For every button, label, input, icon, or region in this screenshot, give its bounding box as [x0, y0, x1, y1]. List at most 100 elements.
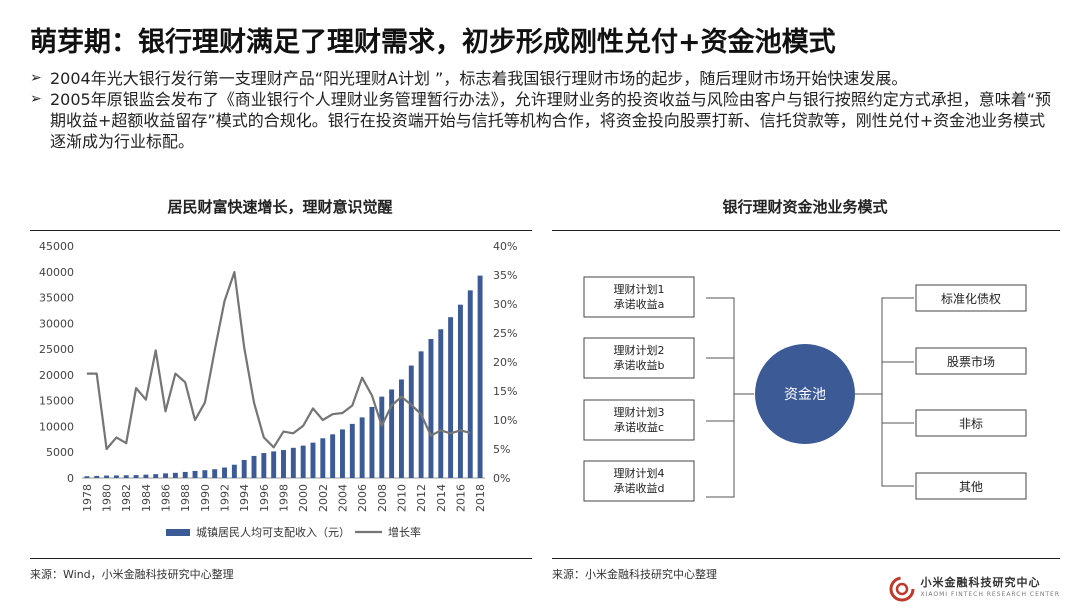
income-bar — [192, 470, 198, 478]
income-bar — [438, 329, 444, 478]
income-bar — [104, 475, 110, 478]
income-bar — [153, 474, 159, 478]
logo-name-en: XIAOMI FINTECH RESEARCH CENTER — [920, 591, 1060, 598]
plan-box: 理财计划4 承诺收益d — [583, 460, 695, 502]
arrow-bullet-icon: ➢ — [30, 91, 42, 107]
y-left-tick-label: 0 — [67, 472, 74, 485]
arrow-bullet-icon: ➢ — [30, 70, 42, 86]
fund-pool-diagram: 理财计划1 承诺收益a 理财计划2 承诺收益b 理财计划3 承诺收益c 理财计划… — [583, 276, 1027, 502]
income-bar — [428, 339, 434, 478]
x-tick-label: 1996 — [258, 484, 271, 512]
income-growth-chart: 0 5000 10000 15000 20000 25000 30000 35000 40000… — [39, 240, 517, 539]
bullet-item: ➢ 2004年光大银行发行第一支理财产品“阳光理财A计划 ”，标志着我国银行理财… — [30, 68, 1060, 89]
income-bar — [84, 476, 90, 478]
income-bar — [467, 290, 473, 478]
income-bar — [281, 450, 286, 478]
income-bar — [202, 470, 208, 478]
income-bar — [222, 467, 227, 478]
logo-name-cn: 小米金融科技研究中心 — [920, 576, 1041, 589]
x-tick-label: 2006 — [356, 484, 369, 512]
plan-box: 理财计划1 承诺收益a — [583, 276, 695, 318]
chart-source: 来源：Wind，小米金融科技研究中心整理 — [30, 568, 234, 581]
y-left-tick-label: 30000 — [39, 317, 74, 330]
chart-bottom-rule — [30, 558, 532, 559]
income-bar — [330, 434, 336, 478]
income-bar — [379, 396, 385, 478]
income-bar — [349, 423, 355, 478]
bullet-list: ➢ 2004年光大银行发行第一支理财产品“阳光理财A计划 ”，标志着我国银行理财… — [30, 68, 1060, 152]
income-bar — [123, 475, 129, 478]
target-label: 标准化债权 — [941, 292, 1001, 306]
income-bar — [290, 447, 296, 478]
plan-name: 理财计划3 — [614, 405, 665, 419]
plan-promise: 承诺收益d — [614, 481, 665, 495]
y-right-tick-label: 25% — [493, 327, 517, 340]
income-bar — [241, 459, 247, 478]
brand-logo: 小米金融科技研究中心 XIAOMI FINTECH RESEARCH CENTE… — [889, 574, 1060, 604]
income-bar — [320, 438, 326, 478]
chart-title: 居民财富快速增长，理财意识觉醒 — [167, 198, 393, 216]
x-tick-label: 2012 — [415, 484, 428, 512]
plan-promise: 承诺收益c — [614, 420, 664, 434]
plan-box: 理财计划2 承诺收益b — [583, 337, 695, 379]
y-right-tick-label: 0% — [493, 472, 510, 485]
income-bar — [369, 406, 375, 478]
x-tick-label: 1990 — [199, 484, 212, 512]
income-bar — [448, 317, 454, 478]
x-tick-label: 1998 — [278, 484, 291, 512]
y-left-tick-label: 20000 — [39, 369, 74, 382]
target-label: 股票市场 — [947, 354, 995, 369]
income-bar — [340, 429, 345, 478]
x-tick-label: 2008 — [376, 484, 389, 512]
income-bar — [310, 442, 316, 478]
y-left-tick-label: 15000 — [39, 395, 74, 408]
plan-name: 理财计划1 — [614, 282, 665, 296]
bullet-item: ➢ 2005年原银监会发布了《商业银行个人理财业务管理暂行办法》，允许理财业务的… — [30, 89, 1060, 152]
income-bar — [212, 469, 218, 478]
growth-rate-line — [86, 270, 471, 451]
target-label: 非标 — [959, 417, 983, 431]
legend-line-label: 增长率 — [388, 525, 421, 539]
left-bracket — [706, 297, 735, 498]
y-left-tick-label: 40000 — [39, 266, 74, 279]
income-bar — [133, 475, 139, 478]
y-right-tick-label: 30% — [493, 298, 517, 311]
x-tick-label: 2018 — [474, 484, 487, 512]
income-bar — [359, 417, 365, 478]
x-tick-label: 2004 — [336, 484, 349, 512]
target-box: 非标 — [915, 409, 1027, 437]
income-bar — [94, 475, 100, 478]
bullet-text: 2005年原银监会发布了《商业银行个人理财业务管理暂行办法》，允许理财业务的投资… — [50, 90, 1052, 151]
plan-box: 理财计划3 承诺收益c — [583, 399, 695, 441]
x-tick-label: 1992 — [219, 484, 232, 512]
x-tick-label: 2000 — [297, 484, 310, 512]
plan-promise: 承诺收益b — [614, 358, 665, 372]
x-tick-label: 1994 — [238, 484, 251, 512]
x-tick-label: 1988 — [179, 484, 192, 512]
income-bar — [389, 389, 395, 478]
y-right-tick-label: 5% — [493, 443, 510, 456]
income-bar — [261, 453, 267, 478]
chart-top-rule — [30, 230, 532, 231]
income-bar — [163, 473, 169, 478]
x-tick-label: 1982 — [120, 484, 133, 512]
fund-pool-label: 资金池 — [784, 387, 826, 403]
diagram-source: 来源：小米金融科技研究中心整理 — [552, 568, 717, 581]
legend-bar-swatch — [166, 529, 190, 536]
diagram-title: 银行理财资金池业务模式 — [722, 198, 888, 216]
y-left-tick-label: 5000 — [46, 446, 74, 459]
fund-pool-circle: 资金池 — [755, 344, 855, 444]
x-tick-label: 2002 — [317, 484, 330, 512]
page-title: 萌芽期：银行理财满足了理财需求，初步形成刚性兑付+资金池模式 — [30, 27, 836, 58]
x-tick-label: 1986 — [160, 484, 173, 512]
legend-bar-label: 城镇居民人均可支配收入（元） — [196, 525, 350, 539]
plan-name: 理财计划4 — [614, 466, 665, 480]
x-tick-label: 2014 — [435, 484, 448, 512]
target-box: 股票市场 — [915, 347, 1027, 375]
income-bar — [398, 379, 404, 478]
y-right-tick-label: 40% — [493, 240, 517, 253]
x-tick-label: 1984 — [140, 484, 153, 512]
right-bracket — [881, 297, 914, 487]
y-right-tick-label: 35% — [493, 269, 517, 282]
x-tick-label: 1978 — [81, 484, 94, 512]
